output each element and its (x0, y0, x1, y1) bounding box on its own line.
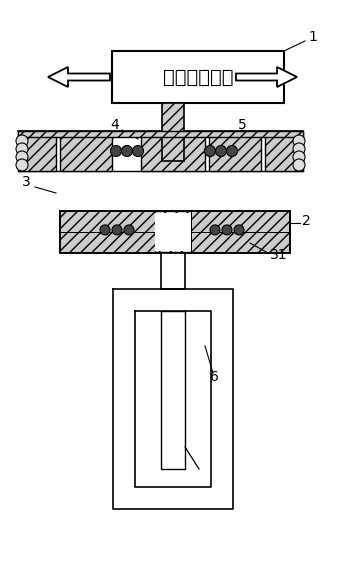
Polygon shape (236, 67, 297, 87)
Bar (60, 211, 290, 253)
Circle shape (205, 145, 216, 157)
Circle shape (16, 151, 28, 163)
Circle shape (293, 135, 305, 147)
Text: 换挡驱动装置: 换挡驱动装置 (163, 67, 233, 86)
Circle shape (210, 225, 220, 235)
Bar (155, 213, 191, 251)
Circle shape (16, 135, 28, 147)
Bar (112, 51, 284, 103)
Bar (265, 131, 303, 171)
Circle shape (293, 159, 305, 171)
Text: 1: 1 (308, 30, 317, 44)
Bar (18, 131, 56, 171)
Circle shape (222, 225, 232, 235)
Circle shape (234, 225, 244, 235)
Circle shape (293, 143, 305, 155)
Bar (18, 131, 303, 137)
Text: 5: 5 (238, 118, 247, 132)
Bar (209, 131, 261, 171)
Bar (141, 131, 205, 171)
Text: 3: 3 (22, 175, 31, 189)
Polygon shape (48, 67, 110, 87)
Circle shape (121, 145, 132, 157)
Bar (162, 103, 184, 161)
Circle shape (293, 151, 305, 163)
Text: 31: 31 (270, 248, 288, 262)
Circle shape (110, 145, 121, 157)
Text: 4: 4 (110, 118, 119, 132)
Text: 6: 6 (210, 370, 219, 384)
Circle shape (112, 225, 122, 235)
Bar (135, 311, 211, 487)
Circle shape (16, 143, 28, 155)
Bar (161, 253, 185, 289)
Circle shape (16, 159, 28, 171)
Circle shape (216, 145, 227, 157)
Bar (60, 131, 112, 171)
Bar (161, 311, 185, 469)
Text: 2: 2 (302, 214, 311, 228)
Circle shape (100, 225, 110, 235)
Circle shape (124, 225, 134, 235)
Circle shape (227, 145, 237, 157)
Circle shape (132, 145, 144, 157)
